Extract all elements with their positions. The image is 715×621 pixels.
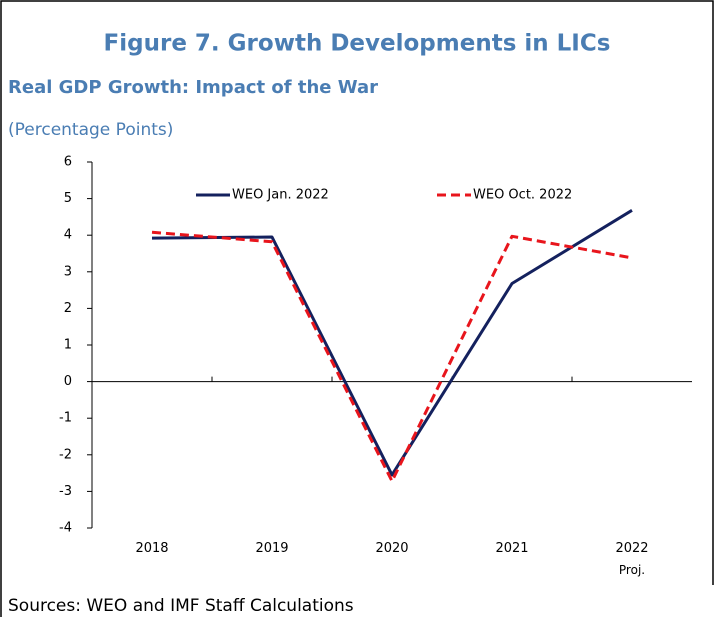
- x-tick-label: 2022 Proj.: [615, 541, 648, 577]
- x-tick-label: 2018: [135, 541, 168, 556]
- legend-label: WEO Jan. 2022: [232, 188, 329, 203]
- y-axis-label: (Percentage Points): [8, 120, 173, 140]
- legend-label: WEO Oct. 2022: [473, 188, 572, 203]
- y-tick-label: -2: [59, 447, 72, 462]
- x-tick-label: 2021: [495, 541, 528, 556]
- chart-title: Figure 7. Growth Developments in LICs: [104, 31, 611, 57]
- y-tick-label: 5: [64, 191, 72, 206]
- series-line: [151, 230, 633, 483]
- y-tick-label: -3: [59, 484, 72, 499]
- y-tick-label: -1: [59, 411, 72, 426]
- source-note: Sources: WEO and IMF Staff Calculations: [8, 596, 354, 616]
- y-tick-label: -4: [59, 521, 72, 536]
- x-tick-label: 2020: [375, 541, 408, 556]
- y-tick-label: 6: [64, 155, 72, 170]
- y-tick-label: 4: [64, 228, 72, 243]
- x-tick-label: 2019: [255, 541, 288, 556]
- y-tick-label: 0: [64, 374, 72, 389]
- y-tick-label: 1: [64, 338, 72, 353]
- chart-subtitle: Real GDP Growth: Impact of the War: [8, 77, 378, 98]
- y-tick-label: 3: [64, 264, 72, 279]
- y-tick-label: 2: [64, 301, 72, 316]
- series-line: [151, 209, 633, 477]
